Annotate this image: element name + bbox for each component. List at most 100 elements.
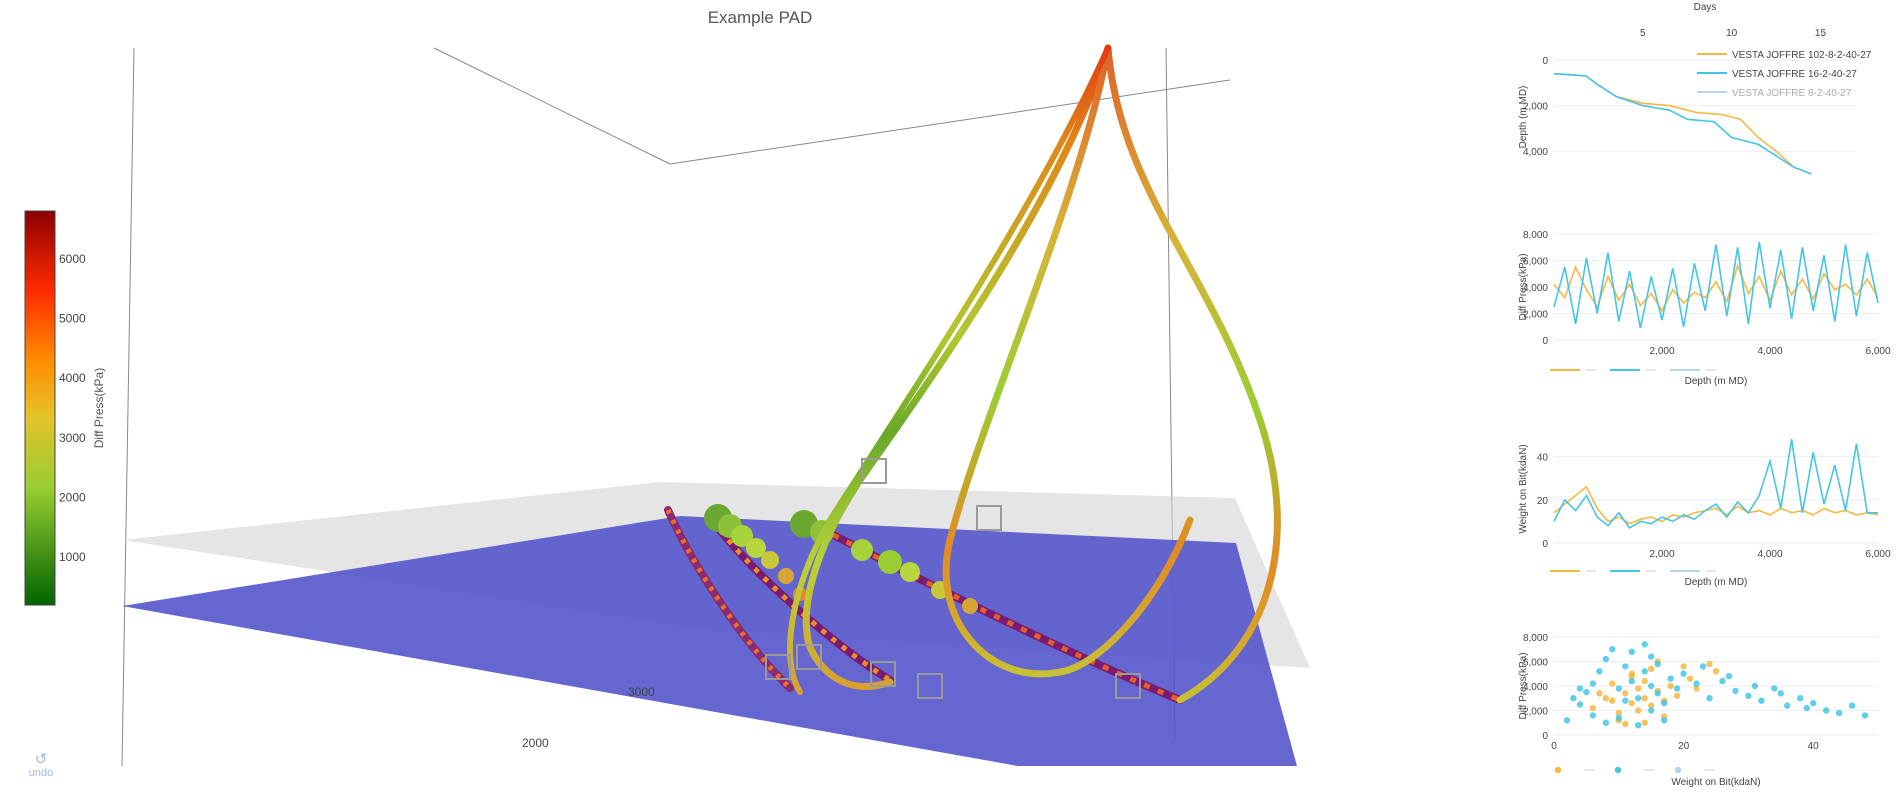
p4-point[interactable]: [1648, 707, 1655, 714]
p4-point[interactable]: [1583, 688, 1590, 696]
p4-point[interactable]: [1609, 680, 1616, 687]
p4-point[interactable]: [1596, 690, 1603, 697]
p4-point[interactable]: [1667, 682, 1674, 690]
p4-point[interactable]: [1660, 699, 1668, 707]
p4-point[interactable]: [1725, 673, 1733, 680]
p4-point[interactable]: [1686, 675, 1694, 682]
panel-diffpress-vs-wob[interactable]: 0 2,000 4,000 6,000 8,000 0 20 40 Weight on Bit(…: [1514, 627, 1902, 801]
p4-point[interactable]: [1635, 722, 1642, 729]
p3-series-0[interactable]: [1553, 485, 1879, 525]
p4-point[interactable]: [1602, 655, 1610, 663]
p4-point[interactable]: [1712, 668, 1720, 675]
p2-series-0[interactable]: [1553, 263, 1879, 313]
p4-point[interactable]: [1822, 707, 1830, 714]
p4-point[interactable]: [1628, 677, 1635, 685]
p4-series-1[interactable]: [1563, 641, 1869, 729]
p4-point[interactable]: [1622, 720, 1629, 728]
p4-point[interactable]: [1693, 685, 1700, 692]
undo-button[interactable]: ↺ undo: [24, 752, 58, 779]
p4-point[interactable]: [1635, 707, 1642, 714]
p4-point[interactable]: [1641, 677, 1648, 685]
p3-series-1[interactable]: [1553, 439, 1878, 529]
p4-point[interactable]: [1797, 695, 1804, 702]
p4-point[interactable]: [1835, 709, 1843, 717]
well-trajectory-2[interactable]: [942, 44, 1194, 678]
legend-label-1[interactable]: VESTA JOFFRE 16-2-40-27: [1732, 69, 1857, 80]
p4-point[interactable]: [1693, 680, 1700, 687]
p4-point[interactable]: [1699, 663, 1707, 670]
p4-point[interactable]: [1673, 685, 1681, 692]
p2-series-1[interactable]: [1553, 241, 1879, 329]
well-trajectory-4[interactable]: [787, 45, 1111, 695]
p4-point[interactable]: [1641, 641, 1648, 648]
p4-point[interactable]: [1758, 697, 1765, 704]
lateral-well-2[interactable]: [716, 526, 894, 684]
panel-wob-vs-depth[interactable]: 0 20 40 2,000 4,000 6,000 Depth (m MD) Weight o…: [1514, 425, 1902, 595]
p4-point[interactable]: [1751, 682, 1759, 690]
p4-point[interactable]: [1648, 682, 1655, 690]
p4-point[interactable]: [1654, 660, 1661, 668]
p4-mini-legend[interactable]: [1554, 766, 1714, 774]
p4-point[interactable]: [1615, 685, 1622, 692]
p4-point[interactable]: [1628, 699, 1635, 707]
p4-point[interactable]: [1641, 719, 1648, 726]
p4-point[interactable]: [1641, 668, 1648, 675]
p4-series-0[interactable]: [1589, 658, 1720, 728]
p4-point[interactable]: [1589, 712, 1597, 719]
panel-depth-vs-days[interactable]: 0 2,000 4,000 5 10 15 Days Depth (m MD) VESTA JO…: [1514, 0, 1902, 190]
p4-point[interactable]: [1635, 685, 1642, 692]
p4-point[interactable]: [1706, 660, 1713, 668]
p4-point[interactable]: [1648, 702, 1655, 709]
p4-point[interactable]: [1628, 673, 1635, 680]
p4-point[interactable]: [1810, 699, 1817, 707]
legend-label-0[interactable]: VESTA JOFFRE 102-8-2-40-27: [1732, 50, 1872, 61]
p4-point[interactable]: [1576, 701, 1584, 708]
p2-ytick-2: 4,000: [1523, 283, 1548, 294]
p4-point[interactable]: [1622, 663, 1629, 670]
well-trajectory-3[interactable]: [1104, 44, 1281, 704]
p4-point[interactable]: [1848, 702, 1856, 709]
p4-point[interactable]: [1667, 675, 1674, 682]
p4-point[interactable]: [1680, 670, 1687, 677]
p4-point[interactable]: [1673, 692, 1681, 699]
p4-point[interactable]: [1602, 719, 1610, 726]
p4-point[interactable]: [1784, 702, 1791, 709]
p4-point[interactable]: [1622, 690, 1629, 697]
p4-point[interactable]: [1680, 663, 1687, 670]
p4-point[interactable]: [1622, 697, 1629, 704]
p4-point[interactable]: [1615, 709, 1622, 717]
well-3d-scene[interactable]: 3000 2000: [0, 0, 1520, 801]
p1-legend[interactable]: VESTA JOFFRE 102-8-2-40-27 VESTA JOFFRE 1…: [1697, 50, 1872, 99]
p4-point[interactable]: [1706, 695, 1713, 702]
legend-label-2[interactable]: VESTA JOFFRE 8-2-40-27: [1732, 88, 1852, 99]
p4-point[interactable]: [1628, 648, 1635, 655]
p4-point[interactable]: [1570, 695, 1577, 702]
p4-point[interactable]: [1589, 680, 1597, 687]
p4-point[interactable]: [1615, 714, 1622, 722]
p4-point[interactable]: [1732, 687, 1739, 695]
p4-point[interactable]: [1861, 712, 1869, 719]
p4-point[interactable]: [1777, 690, 1784, 697]
p4-point[interactable]: [1745, 692, 1752, 699]
lateral-well-1[interactable]: [664, 506, 794, 692]
p4-point[interactable]: [1641, 695, 1648, 702]
p4-point[interactable]: [1596, 668, 1603, 675]
p4-point[interactable]: [1563, 717, 1571, 724]
p4-point[interactable]: [1635, 695, 1642, 702]
selection-markers[interactable]: [765, 458, 1141, 699]
p4-point[interactable]: [1719, 677, 1726, 685]
p4-point[interactable]: [1609, 697, 1616, 704]
p4-point[interactable]: [1803, 704, 1810, 712]
well-trajectory-1[interactable]: [802, 44, 1112, 691]
p4-point[interactable]: [1589, 704, 1597, 712]
p4-point[interactable]: [1648, 665, 1655, 673]
p4-point[interactable]: [1654, 690, 1661, 697]
panel-diffpress-vs-depth[interactable]: 0 2,000 4,000 6,000 8,000 2,000 4,000 6,000 Dept…: [1514, 222, 1902, 392]
p4-point[interactable]: [1771, 685, 1778, 692]
p4-point[interactable]: [1648, 653, 1655, 660]
p4-point[interactable]: [1660, 717, 1668, 724]
p1-series-1[interactable]: [1553, 72, 1812, 175]
p4-point[interactable]: [1576, 685, 1584, 692]
p4-point[interactable]: [1609, 646, 1616, 653]
p4-point[interactable]: [1602, 695, 1610, 702]
